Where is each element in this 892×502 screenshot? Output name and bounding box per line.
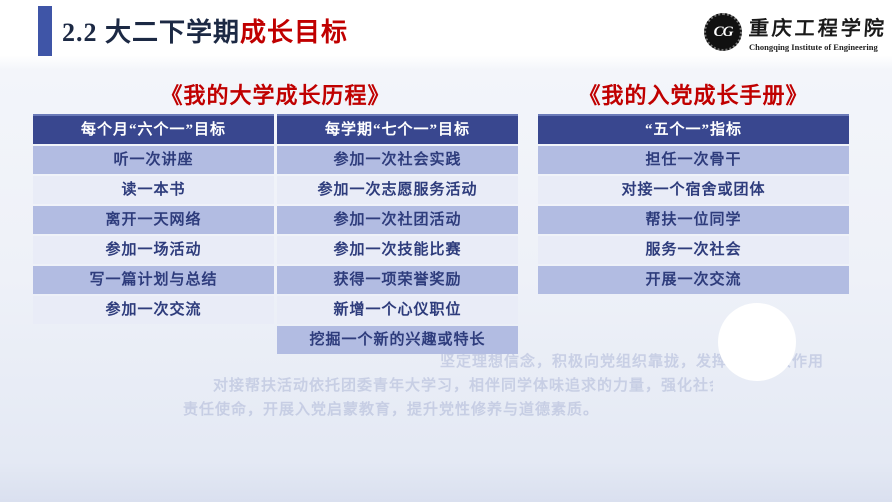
table-cell: 读一本书 [33,176,274,204]
logo-text: 重庆工程学院 Chongqing Institute of Engineerin… [748,12,888,52]
table-cell: 听一次讲座 [33,146,274,174]
table-cell: 参加一次社会实践 [277,146,518,174]
faded-text-line: 责任使命，开展入党启蒙教育，提升党性修养与道德素质。 [183,402,600,418]
table-cell: 开展一次交流 [538,266,849,294]
section-heading-party-handbook: 《我的入党成长手册》 [578,83,809,108]
school-emblem-icon: CG [704,13,742,51]
table-cell: 参加一次志愿服务活动 [277,176,518,204]
table-cell: 服务一次社会 [538,236,849,264]
logo-name-en: Chongqing Institute of Engineering [749,42,878,52]
section-heading-university-journey: 《我的大学成长历程》 [160,83,391,108]
page-title: 2.2 大二下学期成长目标 [62,12,348,49]
column-header: 每学期“七个一”目标 [277,114,518,144]
table-cell-empty [33,326,274,354]
table-cell: 帮扶一位同学 [538,206,849,234]
table-cell: 对接一个宿舍或团体 [538,176,849,204]
table-cell: 写一篇计划与总结 [33,266,274,294]
faded-text-line: 对接帮扶活动依托团委青年大学习，相伴同学体味追求的力量，强化社会 [213,378,713,394]
table-university-goals: 每个月“六个一”目标 每学期“七个一”目标 听一次讲座 参加一次社会实践 读一本… [33,114,518,354]
table-cell: 参加一次交流 [33,296,274,324]
page-title-highlight: 成长目标 [240,18,349,47]
logo-name-cn: 重庆工程学院 [748,18,888,40]
table-party-indicators: “五个一”指标 担任一次骨干 对接一个宿舍或团体 帮扶一位同学 服务一次社会 开… [538,114,849,294]
table-cell: 参加一次社团活动 [277,206,518,234]
table-cell: 参加一次技能比赛 [277,236,518,264]
table-cell: 挖掘一个新的兴趣或特长 [277,326,518,354]
table-cell: 获得一项荣誉奖励 [277,266,518,294]
column-header: “五个一”指标 [538,114,849,144]
page-title-prefix: 2.2 大二下学期 [62,18,241,47]
table-cell: 担任一次骨干 [538,146,849,174]
column-header: 每个月“六个一”目标 [33,114,274,144]
title-accent-bar [38,6,52,56]
school-logo: CG 重庆工程学院 Chongqing Institute of Enginee… [704,12,888,52]
table-cell: 新增一个心仪职位 [277,296,518,324]
table-cell: 离开一天网络 [33,206,274,234]
emblem-monogram: CG [713,23,734,40]
white-circle-shape [718,303,796,381]
table-cell: 参加一场活动 [33,236,274,264]
